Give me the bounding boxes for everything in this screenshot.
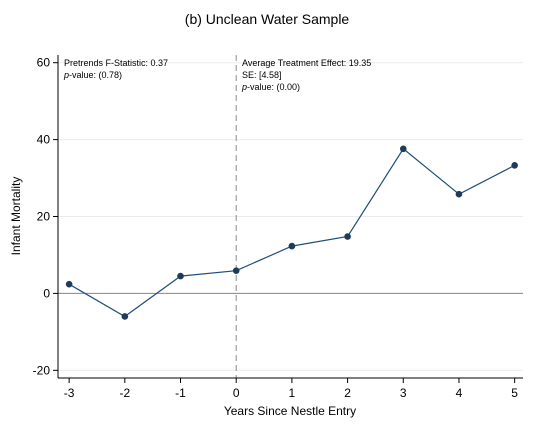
data-point bbox=[399, 145, 407, 153]
x-tick-label: 0 bbox=[233, 386, 240, 400]
x-ticks: -3 -2 -1 0 1 2 3 4 5 bbox=[64, 378, 518, 400]
y-tick-label: 20 bbox=[37, 210, 51, 224]
pretrends-pvalue-text: p-value: (0.78) bbox=[63, 70, 122, 80]
data-point bbox=[121, 313, 129, 320]
data-point bbox=[511, 162, 518, 169]
y-tick-label: 40 bbox=[37, 133, 51, 147]
ate-pvalue-text: p-value: (0.00) bbox=[241, 82, 300, 92]
treatment-effect-annotation: Average Treatment Effect: 19.35 SE: [4.5… bbox=[241, 58, 371, 92]
data-point bbox=[288, 242, 296, 250]
ate-text: Average Treatment Effect: 19.35 bbox=[242, 58, 371, 68]
gridlines bbox=[58, 62, 523, 371]
x-tick-label: 2 bbox=[344, 386, 351, 400]
x-tick-label: 4 bbox=[456, 386, 463, 400]
se-text: SE: [4.58] bbox=[242, 70, 282, 80]
y-ticks: -20 0 20 40 60 bbox=[33, 56, 58, 377]
pretrends-fstat-text: Pretrends F-Statistic: 0.37 bbox=[64, 58, 168, 68]
y-tick-label: -20 bbox=[33, 363, 51, 377]
y-tick-label: 0 bbox=[43, 286, 50, 300]
series-layer bbox=[65, 145, 518, 320]
y-tick-label: 60 bbox=[37, 56, 51, 70]
x-tick-label: 3 bbox=[400, 386, 407, 400]
x-tick-label: -1 bbox=[175, 386, 186, 400]
data-point bbox=[232, 267, 240, 275]
chart-title: (b) Unclean Water Sample bbox=[185, 11, 350, 27]
data-point bbox=[344, 233, 351, 240]
x-tick-label: 1 bbox=[289, 386, 296, 400]
reference-lines bbox=[58, 55, 523, 378]
data-point bbox=[455, 190, 463, 198]
y-axis-label: Infant Mortality bbox=[9, 177, 23, 256]
pretrends-annotation: Pretrends F-Statistic: 0.37 p-value: (0.… bbox=[63, 58, 168, 80]
x-tick-label: -3 bbox=[64, 386, 75, 400]
x-axis-label: Years Since Nestle Entry bbox=[224, 404, 356, 418]
series-line bbox=[68, 147, 515, 318]
x-tick-label: 5 bbox=[511, 386, 518, 400]
x-tick-label: -2 bbox=[119, 386, 130, 400]
data-point bbox=[177, 272, 184, 280]
data-point bbox=[65, 280, 73, 288]
